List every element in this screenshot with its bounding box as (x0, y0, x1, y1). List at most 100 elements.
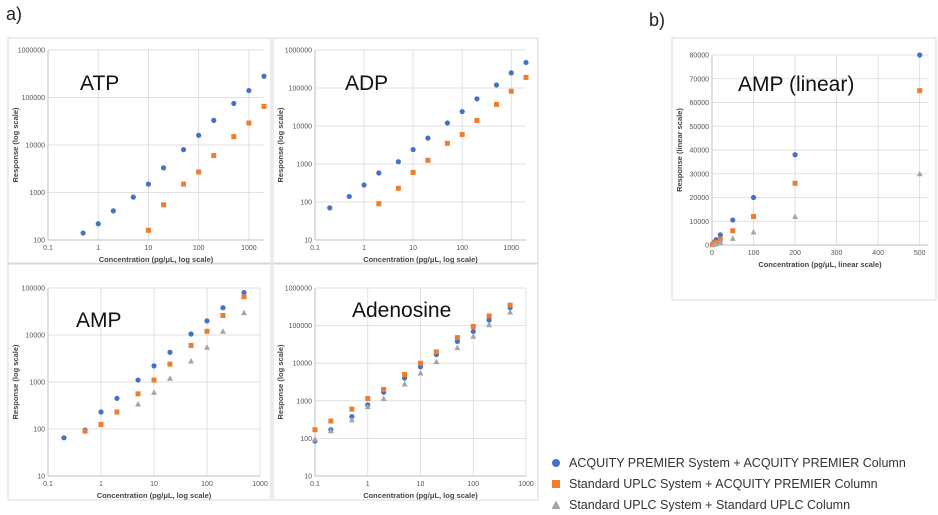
y-tick-label: 1000000 (285, 48, 312, 55)
data-point-square (376, 201, 382, 207)
data-point-triangle (348, 416, 355, 423)
data-point-square (349, 406, 355, 412)
y-tick-label: 10000 (690, 219, 710, 226)
x-axis-title: Concentration (pg/μL, log scale) (97, 491, 212, 500)
data-point-triangle (401, 380, 408, 387)
chart-title: AMP (linear) (738, 73, 854, 96)
legend-item-premier: ACQUITY PREMIER System + ACQUITY PREMIER… (548, 452, 906, 473)
legend-marker-circle (548, 458, 564, 468)
data-point-triangle (327, 427, 334, 434)
data-point-triangle (312, 436, 318, 442)
data-point-triangle (713, 240, 720, 247)
data-point-circle (196, 132, 202, 138)
x-tick-label: 1000 (518, 481, 534, 488)
y-tick-label: 10000 (293, 361, 313, 368)
data-point-circle (361, 182, 367, 188)
data-point-square (917, 88, 923, 94)
data-point-square (425, 157, 431, 163)
data-point-square (459, 131, 465, 137)
data-point-square (508, 88, 514, 94)
data-point-square (211, 153, 217, 159)
data-point-square (135, 391, 141, 397)
data-point-circle (167, 349, 173, 355)
data-point-triangle (792, 213, 799, 219)
x-tick-label: 1 (99, 481, 103, 488)
data-point-triangle (219, 328, 226, 334)
x-tick-label: 100 (201, 481, 213, 488)
y-tick-label: 10000 (293, 124, 313, 131)
chart-frame (7, 37, 272, 264)
data-point-square (730, 228, 736, 234)
data-point-triangle (470, 333, 477, 339)
data-point-square (751, 214, 757, 219)
y-axis-title: Response (log scale) (276, 107, 285, 183)
data-point-circle (376, 170, 382, 176)
y-tick-label: 1000 (296, 398, 312, 405)
data-point-square (188, 342, 194, 348)
data-point-circle (459, 108, 465, 115)
data-point-circle (211, 117, 217, 123)
legend-label: Standard UPLC System + Standard UPLC Col… (569, 497, 851, 512)
data-point-square (220, 312, 226, 318)
data-point-circle (114, 395, 120, 401)
data-point-circle (110, 208, 116, 214)
data-point-circle (346, 193, 352, 200)
x-tick-label: 0.1 (43, 481, 53, 488)
data-point-triangle (916, 170, 923, 177)
data-point-circle (444, 120, 451, 126)
data-point-square (507, 302, 513, 308)
data-point-circle (151, 363, 157, 369)
y-tick-label: 10 (304, 474, 312, 481)
y-tick-label: 70000 (690, 76, 710, 83)
x-axis-title: Concentration (pg/μL, log scale) (363, 491, 478, 500)
data-point-square (523, 74, 529, 80)
x-axis-title: Concentration (pg/μL, log scale) (99, 255, 214, 264)
y-tick-label: 30000 (690, 171, 710, 178)
data-point-circle (508, 70, 514, 76)
data-point-circle (180, 147, 187, 153)
y-tick-label: 10000 (26, 143, 46, 150)
data-point-square (328, 418, 334, 424)
data-point-circle (188, 331, 194, 337)
data-point-square (181, 181, 187, 187)
y-tick-label: 1000 (29, 190, 45, 197)
x-tick-label: 10 (409, 245, 417, 252)
y-tick-label: 1000 (296, 162, 312, 169)
data-point-circle (145, 181, 152, 187)
data-point-square (474, 117, 480, 123)
chart-frame (272, 263, 539, 501)
data-point-circle (493, 82, 500, 88)
legend-item-standard-premier: Standard UPLC System + ACQUITY PREMIER C… (548, 473, 906, 494)
data-point-circle (425, 135, 431, 141)
chart-amp: 0.1 1 10 100 1000 10 100 1000 10000 100000 Concent… (7, 263, 272, 501)
legend-label: Standard UPLC System + ACQUITY PREMIER C… (569, 476, 878, 491)
data-point-square (365, 396, 371, 402)
chart-title: ADP (345, 72, 388, 95)
data-point-square (246, 120, 252, 126)
y-tick-label: 100 (300, 200, 312, 207)
data-point-square (410, 169, 416, 175)
data-point-triangle (135, 401, 142, 407)
data-point-square (241, 294, 247, 300)
x-tick-label: 1000 (503, 245, 519, 252)
data-point-circle (470, 328, 476, 335)
data-point-triangle (454, 344, 461, 351)
data-point-circle (917, 52, 923, 58)
data-point-square (454, 335, 460, 341)
legend-label: ACQUITY PREMIER System + ACQUITY PREMIER… (569, 455, 906, 470)
chart-frame (272, 37, 539, 264)
panel-label-a: a) (6, 4, 23, 24)
data-point-triangle (166, 375, 173, 381)
y-tick-label: 60000 (690, 100, 710, 107)
y-tick-label: 1000 (29, 380, 45, 387)
x-tick-label: 1 (366, 481, 370, 488)
data-point-circle (349, 414, 355, 420)
y-tick-label: 100000 (22, 286, 45, 293)
x-tick-label: 1000 (241, 245, 257, 252)
data-point-square (161, 202, 167, 208)
y-tick-label: 100 (33, 238, 45, 245)
x-tick-label: 200 (789, 250, 801, 257)
data-point-circle (486, 317, 492, 323)
y-axis-title: Response (log scale) (276, 344, 285, 420)
data-point-square (167, 361, 173, 367)
